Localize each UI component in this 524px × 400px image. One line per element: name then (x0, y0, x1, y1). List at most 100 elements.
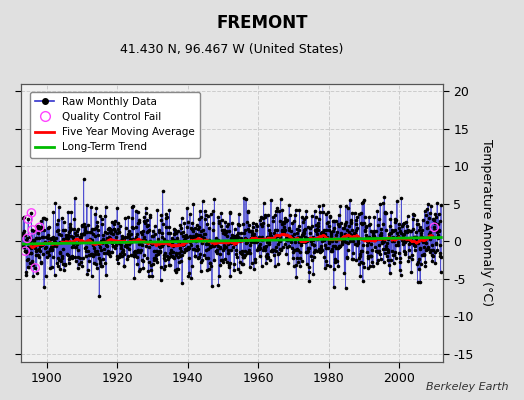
Point (56, 266, 64, 272)
Point (248, 228, 256, 234)
Point (238, 261, 246, 268)
Point (159, 220, 167, 227)
Point (91, 233, 100, 239)
Point (64, 232, 73, 238)
Point (204, 246, 212, 252)
Point (276, 218, 285, 224)
Point (262, 260, 270, 266)
Point (118, 253, 126, 259)
Point (418, 234, 427, 240)
Point (90, 225, 98, 232)
Point (66, 221, 74, 227)
Text: FREMONT: FREMONT (216, 14, 308, 32)
Point (290, 263, 298, 269)
Point (176, 245, 184, 252)
Point (365, 214, 373, 220)
Point (178, 252, 187, 258)
Point (236, 248, 244, 255)
Point (357, 248, 366, 254)
Point (95, 240, 103, 247)
Point (433, 228, 441, 235)
Point (165, 262, 173, 268)
Point (63, 252, 72, 258)
Point (433, 221, 442, 227)
Point (178, 280, 186, 286)
Point (55, 256, 63, 263)
Point (203, 220, 211, 227)
Point (38, 241, 46, 248)
Point (172, 229, 180, 236)
Point (389, 260, 398, 266)
Point (94, 251, 102, 258)
Point (105, 234, 114, 241)
Point (190, 236, 198, 242)
Point (227, 247, 236, 254)
Point (252, 238, 260, 245)
Point (37, 218, 46, 224)
Point (67, 226, 75, 233)
Point (285, 202, 293, 208)
Point (319, 230, 328, 236)
Point (50, 272, 59, 278)
Point (383, 246, 391, 252)
Point (38, 234, 47, 241)
Point (227, 240, 235, 246)
Point (188, 263, 196, 270)
Point (385, 231, 394, 237)
Point (34, 223, 42, 230)
Point (161, 211, 170, 217)
Point (302, 248, 310, 255)
Point (149, 228, 157, 234)
Point (246, 250, 254, 256)
Point (84, 266, 92, 273)
Point (125, 246, 134, 252)
Point (296, 263, 304, 269)
Point (267, 248, 276, 255)
Point (352, 217, 360, 224)
Point (167, 253, 176, 260)
Point (57, 239, 65, 245)
Point (369, 229, 377, 236)
Point (115, 229, 123, 235)
Point (139, 218, 148, 224)
Point (201, 231, 209, 237)
Point (50, 241, 59, 248)
Point (404, 258, 412, 264)
Point (69, 241, 77, 248)
Point (21, 232, 29, 238)
Point (253, 237, 261, 244)
Point (128, 225, 137, 231)
Point (140, 252, 148, 258)
Point (216, 244, 224, 251)
Point (313, 222, 322, 229)
Point (383, 240, 391, 246)
Point (244, 208, 252, 214)
Point (29, 262, 38, 269)
Point (243, 250, 251, 256)
Point (254, 236, 262, 243)
Point (84, 222, 93, 228)
Point (394, 233, 402, 240)
Point (275, 246, 283, 252)
Point (305, 225, 314, 231)
Point (72, 228, 81, 234)
Point (175, 250, 183, 256)
Point (25, 239, 33, 246)
Point (33, 235, 41, 241)
Point (193, 247, 201, 253)
Point (430, 220, 439, 226)
Point (99, 256, 107, 262)
Point (42, 234, 50, 241)
Point (405, 241, 413, 248)
Point (221, 231, 229, 237)
Point (30, 238, 39, 244)
Point (323, 220, 332, 226)
Point (362, 223, 370, 229)
Point (248, 232, 256, 238)
Point (355, 255, 363, 261)
Point (72, 232, 80, 238)
Point (93, 248, 101, 254)
Point (351, 241, 359, 247)
Point (274, 240, 282, 247)
Point (315, 249, 324, 255)
